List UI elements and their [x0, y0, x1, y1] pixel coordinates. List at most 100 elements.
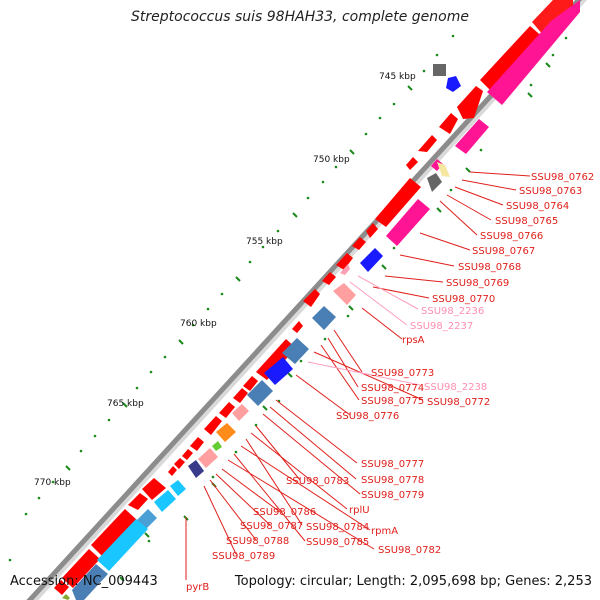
gene-label: SSU98_0782	[378, 545, 441, 556]
gene-arrow	[292, 321, 303, 333]
gene-label: SSU98_0768	[458, 262, 521, 273]
gene-arrow	[243, 376, 258, 391]
gene-box-orange	[216, 423, 236, 442]
gene-label: SSU98_0764	[506, 201, 569, 212]
scale-label-755: 755 kbp	[246, 237, 283, 247]
gene-box-blue	[446, 76, 461, 92]
gene-box-steel	[282, 338, 309, 364]
gene-label: SSU98_0772	[427, 397, 490, 408]
gene-box-cyan	[154, 490, 176, 512]
gene-label: SSU98_0788	[226, 536, 289, 547]
gene-label: SSU98_0765	[495, 216, 558, 227]
scale-label-750: 750 kbp	[313, 155, 350, 165]
gene-label-pink: SSU98_2236	[421, 306, 484, 317]
leader-lines	[185, 171, 531, 580]
gene-box-blue	[264, 357, 293, 385]
gene-label: SSU98_0774	[361, 383, 424, 394]
gene-arrow	[62, 549, 100, 588]
scale-label-760: 760 kbp	[180, 319, 217, 329]
gene-arrow	[233, 388, 248, 403]
gene-box-salmon	[198, 448, 218, 468]
forward-strand-genes	[54, 0, 573, 595]
gene-label: SSU98_0770	[432, 294, 495, 305]
gene-label: SSU98_0776	[336, 411, 399, 422]
gene-arrow	[375, 178, 421, 227]
gene-labels: SSU98_0762 SSU98_0763 SSU98_0764 SSU98_0…	[186, 172, 594, 593]
gene-box-salmon	[232, 404, 249, 421]
gene-arrow	[128, 493, 148, 510]
gene-label: SSU98_0773	[371, 368, 434, 379]
gene-label: SSU98_0778	[361, 475, 424, 486]
gene-arrow	[54, 580, 69, 595]
gene-arrow	[439, 113, 458, 134]
gene-box-steel	[312, 306, 336, 330]
gene-arrow	[91, 509, 137, 557]
gene-arrow	[406, 157, 418, 170]
gene-label: SSU98_0779	[361, 490, 424, 501]
gene-box-cyan	[97, 519, 148, 571]
gene-arrow	[204, 416, 222, 435]
gene-box-olive	[62, 594, 70, 600]
gene-label: SSU98_0767	[472, 246, 535, 257]
scale-labels: 745 kbp 750 kbp 755 kbp 760 kbp 765 kbp …	[34, 72, 416, 488]
gene-arrow	[142, 478, 166, 500]
gene-label: SSU98_0766	[480, 231, 543, 242]
gene-label: SSU98_0787	[240, 521, 303, 532]
gene-label: SSU98_0784	[306, 522, 369, 533]
gene-box-gray	[433, 64, 446, 76]
gene-label: rplU	[349, 505, 370, 516]
gene-box-gray	[427, 173, 442, 192]
gene-box-cyan	[170, 480, 186, 496]
gene-arrow	[322, 272, 336, 285]
gene-arrow	[532, 0, 573, 36]
gene-arrow	[336, 253, 353, 270]
gene-label-pink: SSU98_2237	[410, 321, 473, 332]
accession-label: Accession: NC_009443	[10, 574, 158, 589]
gene-arrow-magenta	[455, 119, 489, 154]
gene-box-steel	[247, 380, 273, 406]
gene-label: SSU98_0777	[361, 459, 424, 470]
gene-arrow	[418, 135, 437, 152]
gene-arrow	[219, 402, 235, 418]
gene-box-yellow	[437, 162, 450, 177]
gene-label-pink: SSU98_2238	[424, 382, 487, 393]
gene-label: SSU98_0775	[361, 396, 424, 407]
gene-box-green	[212, 441, 222, 451]
gene-label: SSU98_0763	[519, 186, 582, 197]
gene-arrow	[182, 449, 193, 460]
scale-label-765: 765 kbp	[107, 399, 144, 409]
gene-box-steel	[72, 564, 108, 600]
leader-lines-pink	[307, 275, 421, 386]
gene-arrow-magenta	[487, 0, 580, 105]
gene-arrow	[366, 223, 378, 238]
gene-box-navy	[188, 460, 204, 478]
gene-label: SSU98_0786	[253, 507, 316, 518]
gene-label: SSU98_0785	[306, 537, 369, 548]
gene-arrow-magenta	[386, 199, 430, 246]
scale-label-745: 745 kbp	[379, 72, 416, 82]
gene-arrow	[303, 289, 320, 307]
gene-label: SSU98_0783	[286, 476, 349, 487]
scale-dots	[8, 34, 568, 562]
gene-arrow	[352, 237, 366, 250]
gene-arrow	[480, 26, 545, 94]
gene-arrow	[457, 86, 483, 119]
gene-box-blue	[360, 248, 383, 272]
gene-arrow	[168, 466, 177, 476]
gene-label: SSU98_0769	[446, 278, 509, 289]
gene-label: rpmA	[371, 526, 398, 537]
genome-summary: Topology: circular; Length: 2,095,698 bp…	[234, 574, 592, 589]
gene-label: rpsA	[402, 335, 425, 346]
gene-arrow-pink	[340, 264, 350, 275]
major-ticks	[65, 62, 551, 582]
gene-label: pyrB	[186, 582, 209, 593]
gene-label: SSU98_0789	[212, 551, 275, 562]
gene-box-salmon	[333, 283, 356, 305]
gene-arrow	[174, 458, 185, 469]
map-title: Streptococcus suis 98HAH33, complete gen…	[131, 9, 469, 25]
gene-label: SSU98_0762	[531, 172, 594, 183]
gene-arrow	[190, 437, 204, 451]
scale-label-770: 770 kbp	[34, 478, 71, 488]
